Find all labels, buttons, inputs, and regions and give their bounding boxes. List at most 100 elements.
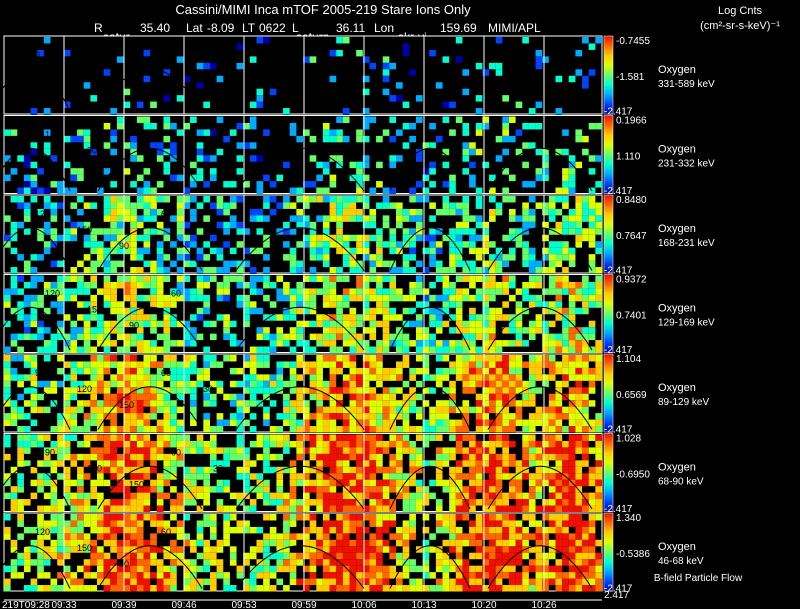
heatmap-cell <box>482 400 490 407</box>
heatmap-cell <box>515 301 523 308</box>
heatmap-cell <box>176 320 184 328</box>
heatmap-cell <box>30 294 38 302</box>
heatmap-cell <box>70 413 78 420</box>
heatmap-cell <box>316 552 323 560</box>
heatmap-cell <box>23 559 31 566</box>
heatmap-cell <box>156 267 164 274</box>
heatmap-cell <box>4 473 11 480</box>
heatmap-cell <box>495 260 503 268</box>
heatmap-cell <box>209 267 217 274</box>
heatmap-cell <box>389 479 397 487</box>
heatmap-cell <box>356 546 363 553</box>
heatmap-cell <box>356 400 363 407</box>
heatmap-cell <box>455 234 463 242</box>
heatmap-cell <box>90 307 98 315</box>
heatmap-cell <box>90 514 98 521</box>
heatmap-cell <box>336 234 343 242</box>
heatmap-cell <box>522 419 529 427</box>
heatmap-cell <box>243 585 250 592</box>
heatmap-cell <box>402 559 410 566</box>
heatmap-cell <box>143 275 151 282</box>
heatmap-cell <box>10 505 18 512</box>
heatmap-cell <box>170 355 177 362</box>
heatmap-cell <box>475 108 483 115</box>
heatmap-cell <box>150 572 157 579</box>
heatmap-cell <box>150 314 157 321</box>
heatmap-cell <box>329 492 337 500</box>
heatmap-cell <box>396 155 403 162</box>
heatmap-cell <box>555 499 563 506</box>
heatmap-cell <box>43 355 51 362</box>
heatmap-cell <box>229 559 237 566</box>
heatmap-cell <box>522 499 529 506</box>
heatmap-cell <box>322 559 330 566</box>
heatmap-cell <box>10 413 18 420</box>
heatmap-cell <box>329 267 337 274</box>
heatmap-cell <box>309 181 317 188</box>
heatmap-cell <box>70 367 78 375</box>
heatmap-cell <box>17 473 24 480</box>
heatmap-cell <box>389 546 397 553</box>
heatmap-cell <box>163 116 171 123</box>
heatmap-cell <box>462 168 470 175</box>
heatmap-cell <box>329 181 337 188</box>
heatmap-cell <box>130 526 137 534</box>
heatmap-cell <box>595 460 602 467</box>
heatmap-cell <box>83 314 91 321</box>
heatmap-cell <box>455 116 463 123</box>
heatmap-cell <box>123 288 131 295</box>
heatmap-cell <box>396 426 403 433</box>
heatmap-cell <box>196 505 204 512</box>
heatmap-cell <box>362 234 370 242</box>
heatmap-cell <box>402 307 410 315</box>
heatmap-cell <box>489 505 496 512</box>
heatmap-cell <box>37 208 44 216</box>
heatmap-cell <box>542 148 549 156</box>
heatmap-cell <box>588 572 596 579</box>
heatmap-cell <box>143 426 151 433</box>
heatmap-cell <box>415 333 423 341</box>
heatmap-cell <box>23 187 31 194</box>
heatmap-cell <box>382 520 390 527</box>
heatmap-cell <box>442 400 450 407</box>
heatmap-cell <box>303 413 310 420</box>
heatmap-cell <box>396 447 403 454</box>
heatmap-cell <box>555 340 563 347</box>
heatmap-cell <box>23 440 31 448</box>
heatmap-cell <box>170 499 177 506</box>
heatmap-cell <box>296 514 303 521</box>
heatmap-cell <box>63 135 71 143</box>
heatmap-cell <box>435 208 443 216</box>
heatmap-cell <box>508 492 516 500</box>
heatmap-cell <box>57 514 64 521</box>
heatmap-cell <box>349 505 357 512</box>
heatmap-cell <box>77 505 84 512</box>
heatmap-cell <box>136 447 144 454</box>
heatmap-cell <box>223 288 230 295</box>
heatmap-cell <box>17 447 24 454</box>
heatmap-cell <box>415 453 423 461</box>
heatmap-cell <box>528 333 536 341</box>
heatmap-cell <box>130 406 137 414</box>
heatmap-cell <box>30 181 38 188</box>
heatmap-cell <box>562 215 569 222</box>
heatmap-cell <box>528 142 536 149</box>
heatmap-cell <box>482 234 490 242</box>
heatmap-cell <box>462 585 470 592</box>
heatmap-cell <box>17 440 24 448</box>
heatmap-cell <box>196 148 204 156</box>
heatmap-cell <box>356 539 363 547</box>
heatmap-cell <box>469 307 476 315</box>
heatmap-cell <box>196 314 204 321</box>
units-line-2: (cm²-sr-s-keV)⁻¹ <box>700 20 780 32</box>
heatmap-cell <box>163 148 171 156</box>
colorbar-max-label: 0.1966 <box>616 116 647 127</box>
heatmap-cell <box>116 116 124 123</box>
heatmap-cell <box>143 355 151 362</box>
heatmap-cell <box>229 333 237 341</box>
heatmap-cell <box>482 288 490 295</box>
heatmap-cell <box>70 387 78 394</box>
heatmap-cell <box>289 400 297 407</box>
heatmap-cell <box>508 539 516 547</box>
heatmap-cell <box>90 346 98 353</box>
